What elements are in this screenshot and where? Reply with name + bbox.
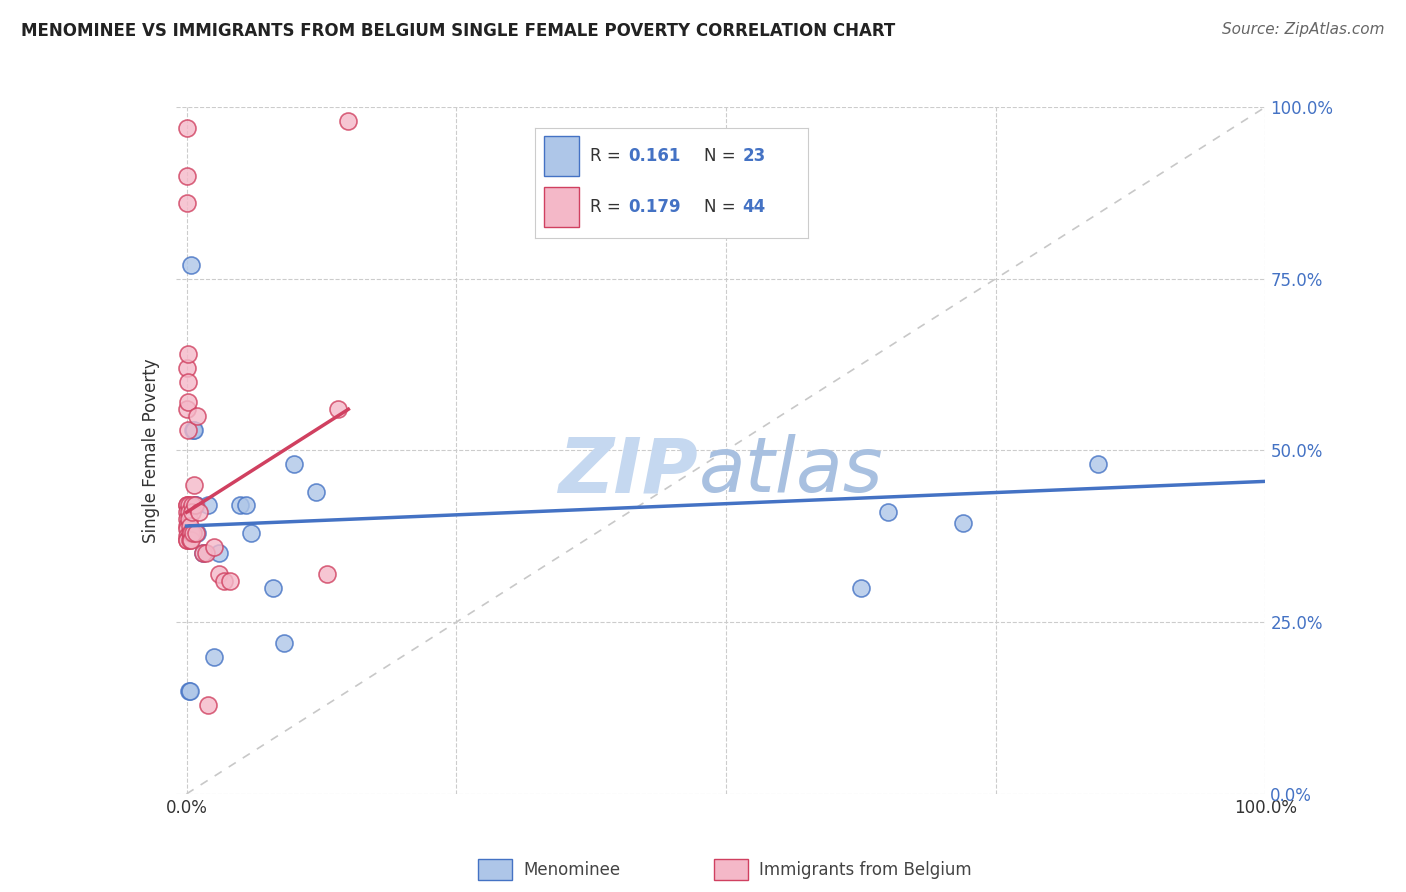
Y-axis label: Single Female Poverty: Single Female Poverty xyxy=(142,359,160,542)
Point xyxy=(202,540,225,554)
Point xyxy=(240,525,263,540)
Point xyxy=(262,581,284,595)
Point xyxy=(177,683,200,698)
Point xyxy=(183,423,205,437)
Text: Immigrants from Belgium: Immigrants from Belgium xyxy=(759,861,972,879)
Point xyxy=(180,533,202,547)
Point xyxy=(305,484,328,499)
Point xyxy=(181,505,204,519)
Point xyxy=(180,525,202,540)
Point xyxy=(194,546,217,561)
Point xyxy=(186,499,208,513)
Point xyxy=(197,499,219,513)
Point xyxy=(191,546,214,561)
Point xyxy=(176,120,198,135)
Point xyxy=(849,581,872,595)
Point xyxy=(176,169,198,183)
Point xyxy=(337,113,360,128)
Text: atlas: atlas xyxy=(699,434,883,508)
Point xyxy=(181,423,204,437)
Point xyxy=(176,499,198,513)
Point xyxy=(179,683,201,698)
Point xyxy=(214,574,236,588)
Point xyxy=(176,499,198,513)
Point xyxy=(176,529,198,543)
Text: Menominee: Menominee xyxy=(523,861,620,879)
Point xyxy=(876,505,898,519)
Point xyxy=(179,533,201,547)
Point xyxy=(235,499,257,513)
Point xyxy=(218,574,240,588)
Point xyxy=(176,347,198,361)
Point xyxy=(177,499,200,513)
Point xyxy=(184,499,207,513)
Point xyxy=(176,395,198,409)
Bar xyxy=(714,859,748,880)
Point xyxy=(186,525,208,540)
Point xyxy=(186,409,208,423)
Point xyxy=(179,519,201,533)
Point xyxy=(177,505,200,519)
Point xyxy=(186,525,208,540)
Point xyxy=(208,567,231,582)
Point xyxy=(283,457,305,471)
Point xyxy=(183,478,205,492)
Point xyxy=(176,523,198,537)
Point xyxy=(181,499,204,513)
Point xyxy=(180,258,202,272)
Point xyxy=(188,505,211,519)
Point xyxy=(176,533,198,547)
Point xyxy=(202,649,225,664)
Text: MENOMINEE VS IMMIGRANTS FROM BELGIUM SINGLE FEMALE POVERTY CORRELATION CHART: MENOMINEE VS IMMIGRANTS FROM BELGIUM SIN… xyxy=(21,22,896,40)
Point xyxy=(181,525,204,540)
Point xyxy=(229,499,252,513)
Text: ZIP: ZIP xyxy=(560,434,699,508)
Point xyxy=(179,525,201,540)
Point xyxy=(176,375,198,389)
Point xyxy=(191,546,214,561)
Point xyxy=(176,196,198,211)
Point xyxy=(176,402,198,417)
Point xyxy=(1087,457,1109,471)
Point xyxy=(177,512,200,526)
Point xyxy=(197,698,219,712)
Bar xyxy=(478,859,512,880)
Point xyxy=(176,361,198,376)
Point xyxy=(184,499,207,513)
Point xyxy=(326,402,349,417)
Point xyxy=(952,516,974,530)
Point xyxy=(176,505,198,519)
Point xyxy=(176,512,198,526)
Point xyxy=(208,546,231,561)
Point xyxy=(176,533,198,547)
Point xyxy=(273,636,295,650)
Point xyxy=(315,567,337,582)
Point xyxy=(176,423,198,437)
Point xyxy=(176,519,198,533)
Text: Source: ZipAtlas.com: Source: ZipAtlas.com xyxy=(1222,22,1385,37)
